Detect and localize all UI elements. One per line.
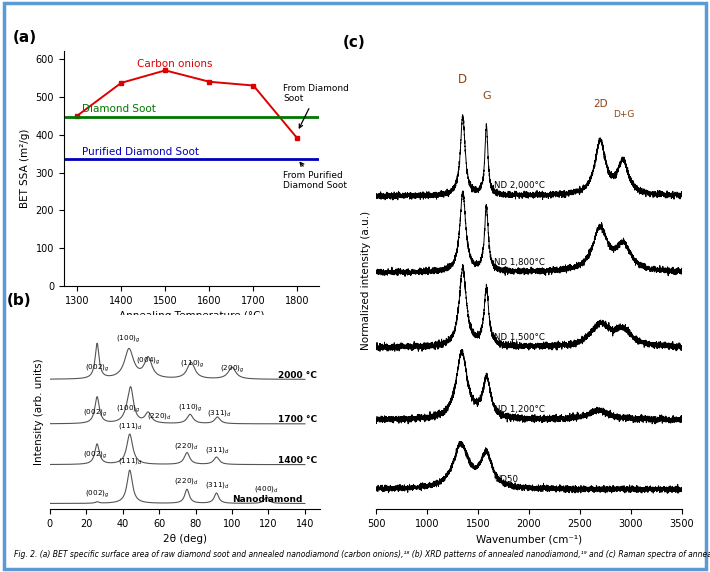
- Text: $(002)_g$: $(002)_g$: [83, 450, 107, 461]
- Text: 1400 °C: 1400 °C: [278, 456, 317, 465]
- Text: $(100)_g$: $(100)_g$: [116, 333, 141, 345]
- Text: $(002)_g$: $(002)_g$: [84, 363, 109, 374]
- Text: $(311)_d$: $(311)_d$: [205, 446, 230, 455]
- Y-axis label: BET SSA (m²/g): BET SSA (m²/g): [20, 129, 30, 208]
- Text: $(100)_g$: $(100)_g$: [116, 403, 141, 415]
- X-axis label: Annealing Temperature (°C): Annealing Temperature (°C): [119, 311, 264, 321]
- Text: From Diamond
Soot: From Diamond Soot: [283, 84, 349, 128]
- Text: $(002)_g$: $(002)_g$: [83, 408, 107, 419]
- Text: $(400)_d$: $(400)_d$: [254, 483, 279, 494]
- Text: $(311)_d$: $(311)_d$: [207, 408, 231, 418]
- Text: Purified Diamond Soot: Purified Diamond Soot: [82, 147, 200, 157]
- Text: $(311)_d$: $(311)_d$: [205, 480, 230, 490]
- Text: (c): (c): [343, 35, 366, 50]
- Text: Carbon onions: Carbon onions: [136, 58, 212, 69]
- Text: $(111)_d$: $(111)_d$: [118, 422, 142, 431]
- X-axis label: Wavenumber (cm⁻¹): Wavenumber (cm⁻¹): [476, 534, 582, 545]
- Text: $(220)_d$: $(220)_d$: [174, 441, 199, 451]
- Text: G: G: [482, 91, 491, 101]
- Text: $(220)_d$: $(220)_d$: [147, 411, 171, 422]
- Text: ND 1,500°C: ND 1,500°C: [494, 333, 545, 342]
- Text: 2000 °C: 2000 °C: [278, 371, 317, 380]
- Text: 2D: 2D: [593, 99, 608, 109]
- Text: ND 1,800°C: ND 1,800°C: [494, 258, 545, 267]
- Text: Fig. 2. (a) BET specific surface area of raw diamond soot and annealed nanodiamo: Fig. 2. (a) BET specific surface area of…: [14, 550, 710, 559]
- Y-axis label: Intensity (arb. units): Intensity (arb. units): [34, 359, 44, 465]
- Y-axis label: Normalized intensity (a.u.): Normalized intensity (a.u.): [361, 210, 371, 350]
- Text: D: D: [458, 73, 467, 86]
- Text: Diamond Soot: Diamond Soot: [82, 104, 156, 114]
- X-axis label: 2θ (deg): 2θ (deg): [163, 534, 207, 545]
- Text: (a): (a): [13, 30, 37, 45]
- Text: $(002)_g$: $(002)_g$: [84, 488, 109, 500]
- Text: $(110)_g$: $(110)_g$: [180, 359, 204, 370]
- Text: (b): (b): [6, 293, 31, 308]
- Text: $(220)_d$: $(220)_d$: [174, 476, 199, 486]
- Text: ND 1,200°C: ND 1,200°C: [494, 406, 545, 414]
- Text: 1700 °C: 1700 °C: [278, 415, 317, 424]
- Text: D+G: D+G: [613, 110, 634, 119]
- Text: $(004)_g$: $(004)_g$: [136, 356, 160, 367]
- Text: $(111)_d$: $(111)_d$: [118, 456, 142, 467]
- Text: From Purified
Diamond Soot: From Purified Diamond Soot: [283, 162, 347, 190]
- Text: $(110)_g$: $(110)_g$: [178, 403, 202, 414]
- Text: ND 2,000°C: ND 2,000°C: [494, 181, 545, 190]
- Text: $(200)_g$: $(200)_g$: [219, 363, 244, 375]
- Text: UD50: UD50: [494, 475, 518, 484]
- Text: Nanodiamond: Nanodiamond: [232, 495, 302, 504]
